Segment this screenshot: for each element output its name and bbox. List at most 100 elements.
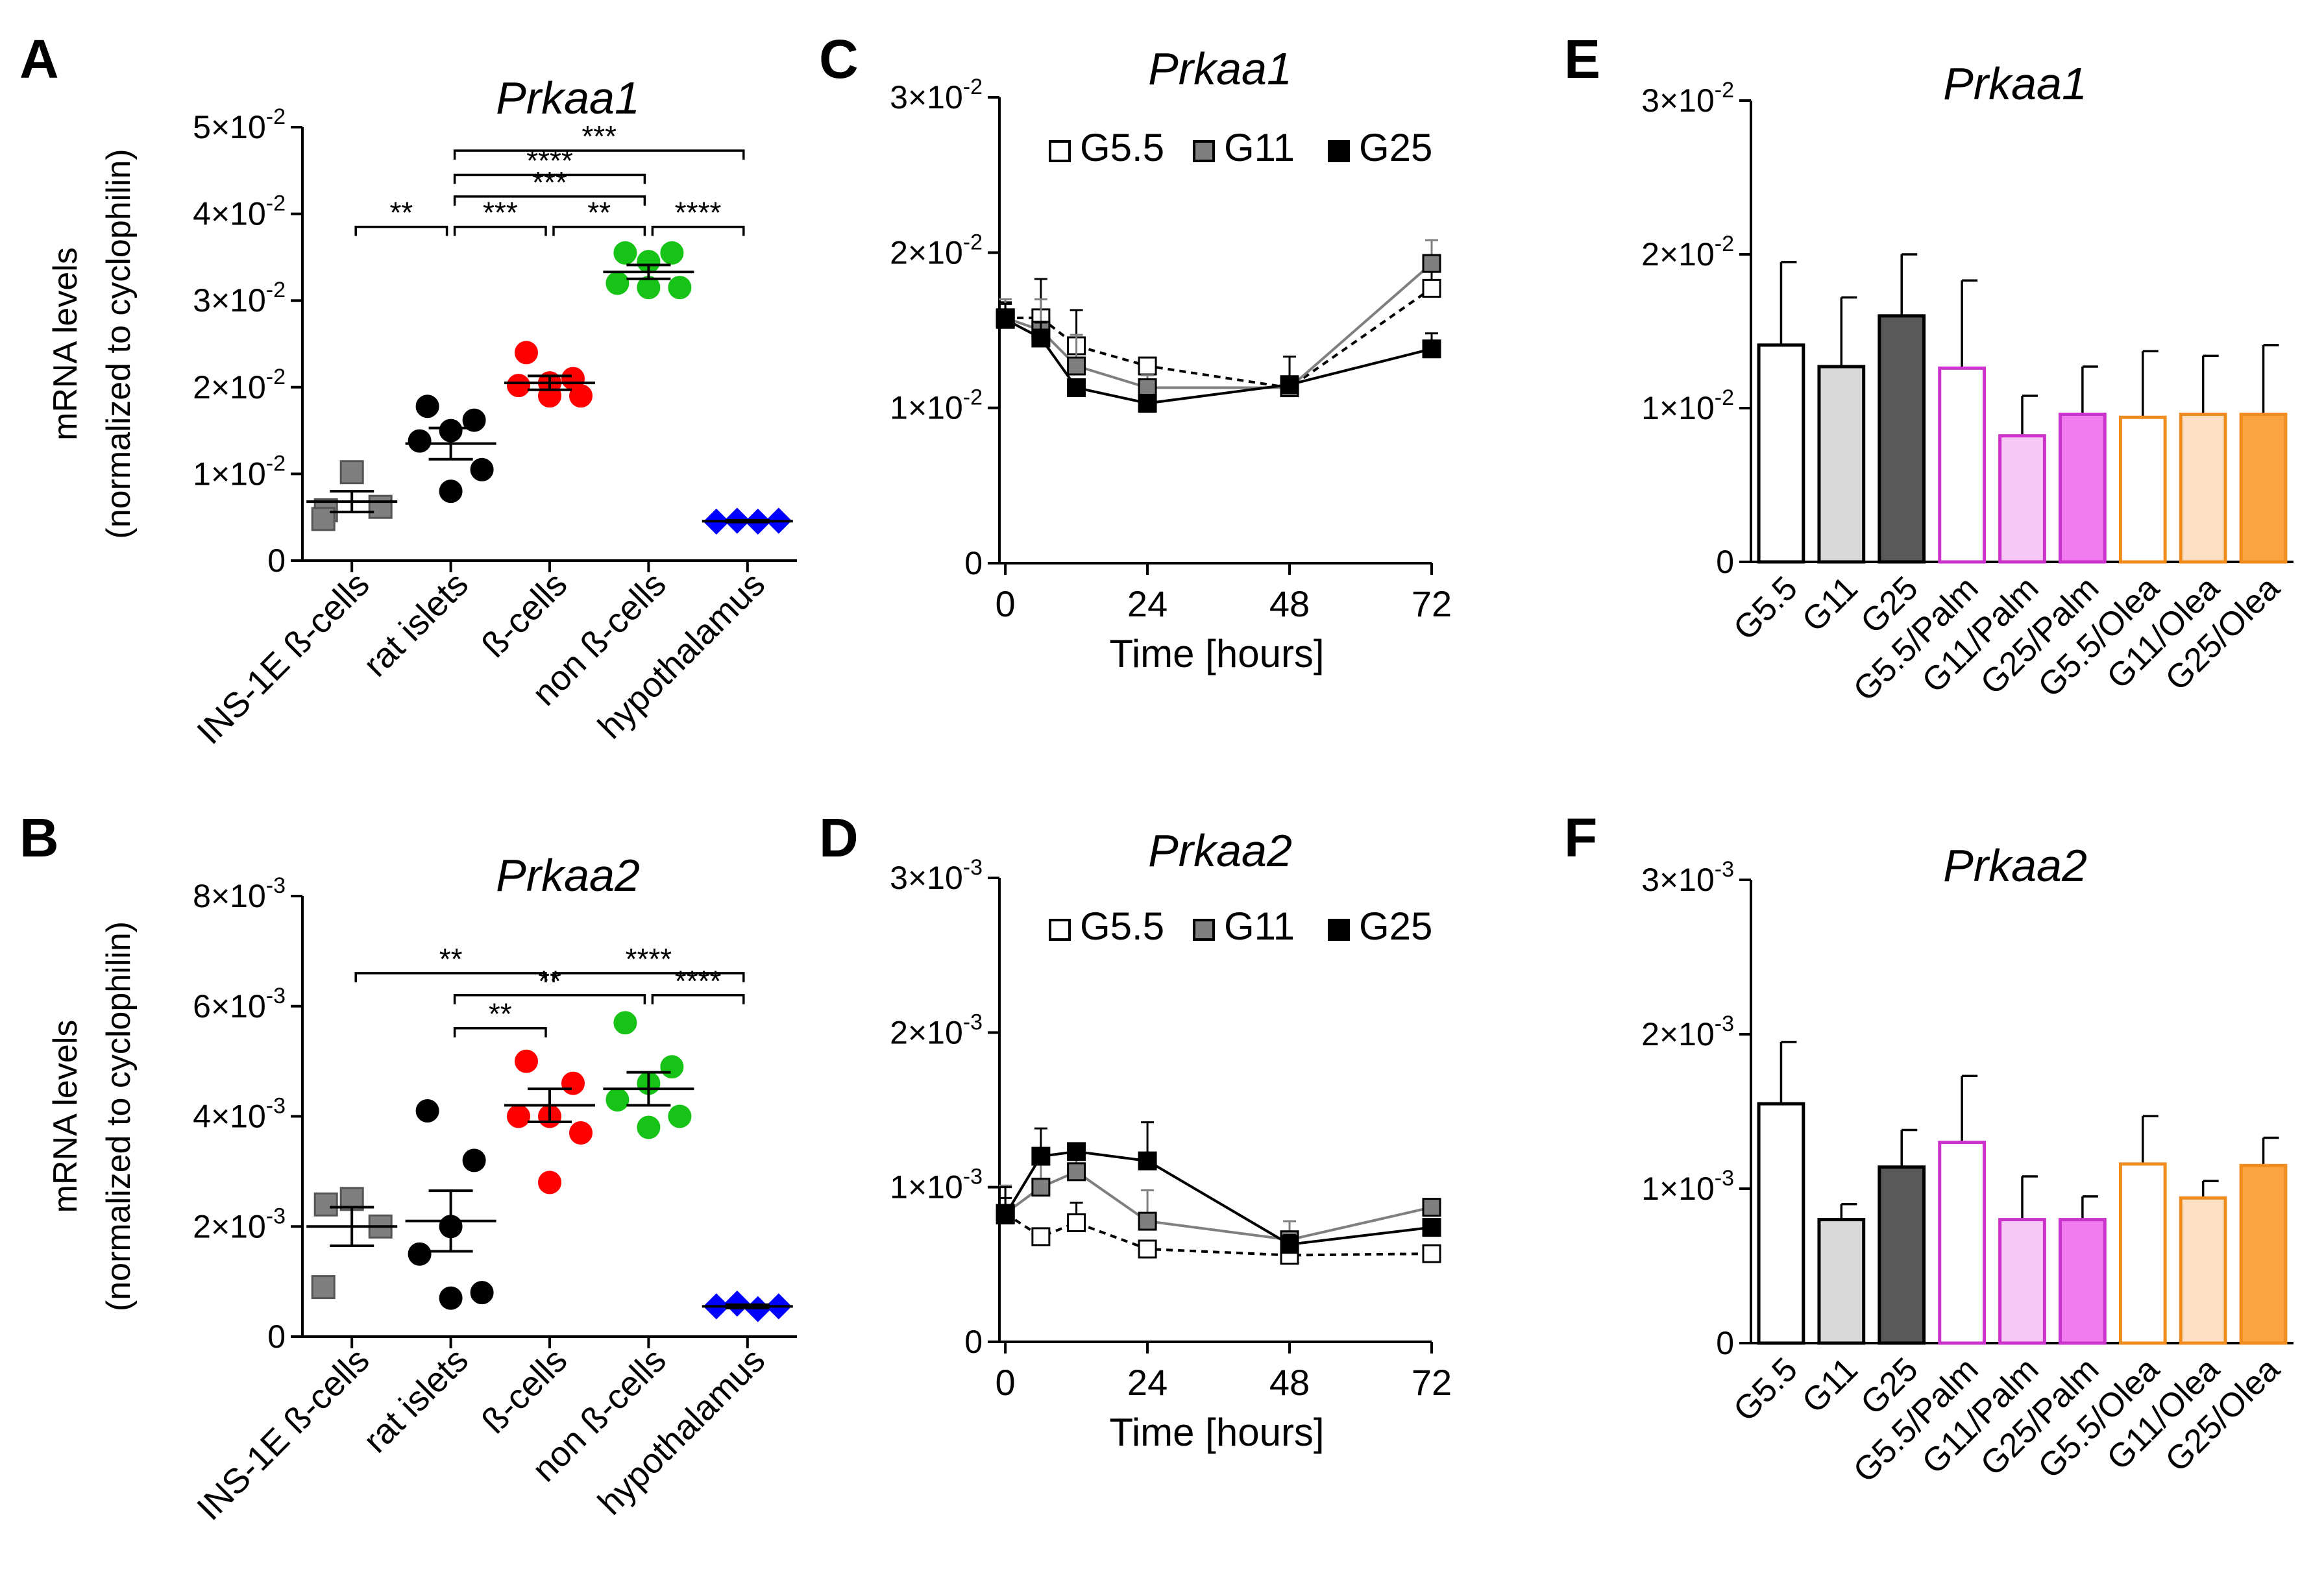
y-tick-label-exponent: -3: [963, 1010, 983, 1034]
bar: [2059, 1218, 2107, 1345]
y-tick-label-exponent: -2: [963, 385, 983, 410]
legend-label: G5.5: [1080, 904, 1164, 948]
significance-bracket: **: [354, 196, 448, 236]
data-point: [1031, 328, 1051, 348]
y-tick-label-mantissa: 2×10: [193, 369, 266, 406]
y-tick-label: 2×10-3: [1641, 1012, 1734, 1052]
data-group: [405, 1099, 496, 1310]
bar: [2118, 415, 2167, 564]
y-tick-label-mantissa: 3×10: [1641, 82, 1715, 119]
y-tick-label: 2×10-2: [890, 230, 983, 271]
legend: G5.5 G11 G25: [1049, 904, 1432, 948]
y-tick-label-exponent: -3: [1715, 1012, 1734, 1036]
x-tick-label: 0: [996, 583, 1016, 624]
y-tick-label: 0: [267, 542, 286, 579]
bracket-line: [651, 225, 745, 236]
bracket-label: **: [489, 997, 512, 1031]
chart-title: Prkaa1: [1943, 58, 2087, 109]
y-tick-label-exponent: -3: [266, 1094, 286, 1119]
chart-title: Prkaa1: [1148, 43, 1292, 94]
significance-bracket: **: [453, 964, 646, 1004]
significance-bracket: ****: [552, 942, 745, 982]
data-point: [439, 1286, 463, 1310]
data-point: [1031, 1147, 1051, 1166]
y-tick-label-exponent: -3: [266, 873, 286, 898]
bar: [2239, 1163, 2288, 1345]
y-axis-label: mRNA levels: [47, 247, 84, 441]
legend-label: G11: [1224, 126, 1295, 169]
x-axis-label: Time [hours]: [1109, 1411, 1324, 1454]
data-point: [462, 408, 486, 432]
data-group: [405, 394, 496, 504]
data-point: [637, 1115, 661, 1139]
bar: [1757, 1102, 1805, 1345]
x-tick-label: 24: [1127, 583, 1168, 624]
significance-bracket: ****: [651, 964, 745, 1004]
data-point: [613, 241, 637, 265]
data-point: [561, 1071, 585, 1095]
y-tick-label-exponent: -2: [266, 191, 286, 216]
y-tick-label-mantissa: 0: [267, 1318, 286, 1355]
y-tick-label-exponent: -2: [1715, 232, 1734, 256]
x-tick-label: INS-1E ß-cells: [190, 564, 377, 752]
bracket-label: **: [587, 196, 611, 230]
data-point: [1422, 254, 1441, 273]
data-point: [660, 241, 684, 265]
data-group: [306, 460, 398, 531]
bracket-label: ****: [675, 196, 722, 230]
data-point: [1067, 356, 1086, 376]
y-tick-label: 3×10-3: [890, 855, 983, 896]
y-tick-label: 8×10-3: [193, 873, 286, 914]
legend-marker: [1193, 140, 1215, 162]
y-tick-label-mantissa: 2×10: [890, 1014, 963, 1050]
y-tick-label-exponent: -2: [266, 104, 286, 129]
bar: [2179, 412, 2227, 564]
data-point: [368, 494, 393, 519]
bracket-line: [453, 1026, 547, 1038]
series-G11: [996, 239, 1441, 398]
y-tick-label-exponent: -3: [963, 1165, 983, 1189]
y-tick-label-mantissa: 0: [267, 542, 286, 579]
y-tick-label-mantissa: 8×10: [193, 878, 266, 914]
y-tick-label-mantissa: 3×10: [1641, 862, 1715, 898]
chart-title: Prkaa2: [1148, 825, 1292, 876]
panel-letter: E: [1564, 29, 1600, 90]
significance-bracket: ****: [453, 143, 646, 184]
y-tick-label-mantissa: 1×10: [890, 390, 963, 426]
data-group: [306, 1187, 398, 1300]
y-tick-label-mantissa: 2×10: [1641, 236, 1715, 273]
y-tick-label: 1×10-2: [1641, 385, 1734, 426]
y-tick-label: 0: [964, 545, 983, 581]
significance-bracket: ***: [453, 119, 745, 160]
x-tick-label: ß-cells: [474, 1341, 575, 1441]
data-point: [1138, 1211, 1157, 1231]
y-tick-label: 3×10-3: [1641, 857, 1734, 898]
y-tick-label: 3×10-2: [1641, 78, 1734, 119]
bracket-label: **: [389, 196, 413, 230]
figure-layer: A Prkaa1 mRNA levels (normalized to cycloph…: [19, 29, 2293, 1528]
y-tick-label-mantissa: 5×10: [193, 109, 266, 145]
y-tick-label-exponent: -3: [963, 855, 983, 880]
y-tick-label: 2×10-2: [1641, 232, 1734, 273]
y-tick-label-exponent: -2: [963, 230, 983, 254]
series-G5.5: [996, 259, 1441, 398]
data-point: [1138, 1151, 1157, 1171]
bracket-label: ***: [532, 165, 567, 199]
y-tick-label-mantissa: 2×10: [890, 234, 963, 271]
bar: [2239, 412, 2288, 564]
data-point: [660, 1055, 684, 1079]
y-tick-label-mantissa: 1×10: [1641, 390, 1715, 426]
bracket-line: [453, 994, 646, 1004]
y-tick-label: 0: [267, 1318, 286, 1355]
data-point: [1280, 375, 1299, 394]
chart-title: Prkaa2: [496, 850, 640, 901]
x-axis-label: Time [hours]: [1109, 632, 1324, 675]
bracket-line: [651, 994, 745, 1004]
y-axis-label: (normalized to cyclophilin): [100, 921, 138, 1311]
y-tick-label: 2×10-3: [890, 1010, 983, 1050]
data-point: [996, 1206, 1015, 1225]
panel-A: A Prkaa1 mRNA levels (normalized to cycloph…: [19, 29, 797, 752]
y-tick-label-mantissa: 0: [1716, 1325, 1734, 1361]
y-tick-label: 5×10-2: [193, 104, 286, 145]
data-group: [603, 241, 694, 300]
